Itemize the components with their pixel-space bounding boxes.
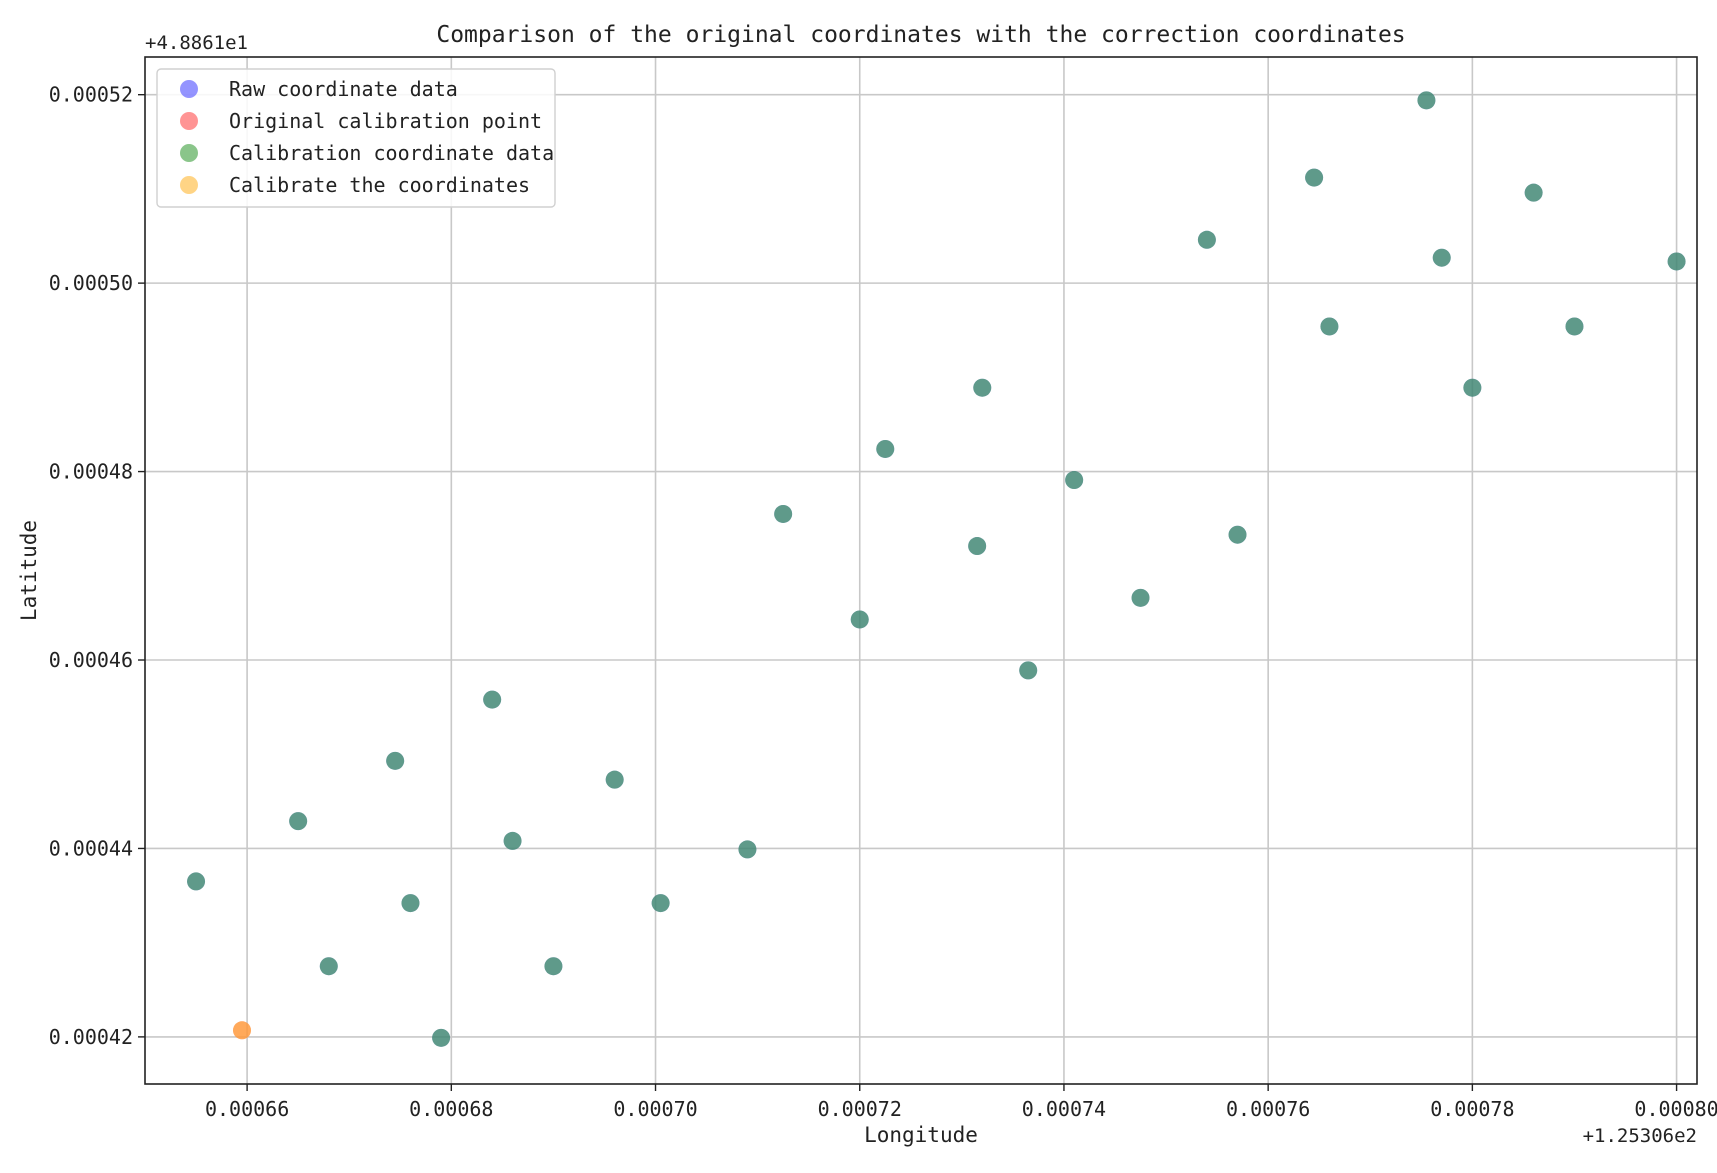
data-point-calibration-coordinate-data <box>319 957 338 976</box>
x-tick-label: 0.00080 <box>1634 1097 1717 1121</box>
legend-label: Calibration coordinate data <box>229 141 554 165</box>
x-tick-label: 0.00072 <box>818 1097 902 1121</box>
ticks-layer: 0.00066 0.00068 0.00070 0.00072 0.00074 0.000… <box>49 83 1717 1121</box>
data-point-calibration-coordinate-data <box>1065 471 1084 490</box>
data-point-calibration-coordinate-data <box>1131 588 1150 607</box>
data-point-calibration-coordinate-data <box>503 831 522 850</box>
x-offset-label: +1.25306e2 <box>1583 1125 1697 1147</box>
x-tick-label: 0.00066 <box>205 1097 289 1121</box>
y-tick-label: 0.00044 <box>49 836 133 860</box>
data-point-calibration-coordinate-data <box>1565 317 1584 336</box>
y-tick-label: 0.00052 <box>49 83 133 107</box>
data-point-calibration-coordinate-data <box>1197 230 1216 249</box>
data-point-calibration-coordinate-data <box>483 690 502 709</box>
data-point-calibration-coordinate-data <box>386 751 405 770</box>
data-point-calibration-coordinate-data <box>401 894 420 913</box>
x-tick-label: 0.00078 <box>1430 1097 1514 1121</box>
data-point-calibration-coordinate-data <box>605 770 624 789</box>
data-point-calibration-coordinate-data <box>1463 378 1482 397</box>
data-point-calibration-coordinate-data <box>850 610 869 629</box>
legend: Raw coordinate data Original calibration … <box>156 68 556 208</box>
y-axis-label: Latitude <box>17 520 41 621</box>
legend-label: Calibrate the coordinates <box>229 173 530 197</box>
x-tick-label: 0.00074 <box>1022 1097 1106 1121</box>
legend-marker <box>180 80 198 98</box>
data-point-calibration-coordinate-data <box>1305 168 1324 187</box>
legend-entries: Raw coordinate data Original calibration … <box>180 77 554 197</box>
data-point-calibration-coordinate-data <box>1417 91 1436 110</box>
data-point-calibration-coordinate-data <box>544 957 563 976</box>
data-point-calibration-coordinate-data <box>973 378 992 397</box>
data-point-calibration-coordinate-data <box>651 894 670 913</box>
x-axis-label: Longitude <box>864 1123 978 1147</box>
data-point-calibration-coordinate-data <box>1019 661 1038 680</box>
x-tick-label: 0.00076 <box>1226 1097 1310 1121</box>
y-tick-label: 0.00046 <box>49 648 133 672</box>
data-point-calibration-coordinate-data <box>1524 183 1543 202</box>
legend-label: Original calibration point <box>229 109 542 133</box>
data-point-calibration-coordinate-data <box>1432 248 1451 267</box>
data-point-calibrate-the-coordinates <box>233 1021 251 1040</box>
data-point-calibration-coordinate-data <box>1228 525 1247 544</box>
y-tick-label: 0.00042 <box>49 1025 133 1049</box>
grid-layer <box>145 57 1697 1084</box>
legend-label: Raw coordinate data <box>229 77 458 101</box>
data-point-calibration-coordinate-data <box>738 840 757 859</box>
chart-title: Comparison of the original coordinates w… <box>436 22 1405 48</box>
data-point-calibration-coordinate-data <box>289 812 308 831</box>
legend-box <box>156 68 556 208</box>
legend-marker <box>180 176 198 194</box>
legend-marker <box>180 144 198 162</box>
plot-frame <box>144 56 1698 1085</box>
data-point-calibration-coordinate-data <box>432 1028 451 1047</box>
data-point-calibration-coordinate-data <box>187 872 206 891</box>
y-offset-label: +4.8861e1 <box>145 32 248 54</box>
data-point-calibration-coordinate-data <box>1320 317 1339 336</box>
points-layer <box>187 91 1686 1047</box>
data-point-calibration-coordinate-data <box>1667 252 1686 271</box>
legend-marker <box>180 112 198 130</box>
x-tick-label: 0.00070 <box>613 1097 697 1121</box>
y-tick-label: 0.00050 <box>49 271 133 295</box>
data-point-calibration-coordinate-data <box>876 439 895 458</box>
data-point-calibration-coordinate-data <box>774 504 793 523</box>
y-tick-label: 0.00048 <box>49 460 133 484</box>
data-point-calibration-coordinate-data <box>968 537 987 556</box>
x-tick-label: 0.00068 <box>409 1097 493 1121</box>
